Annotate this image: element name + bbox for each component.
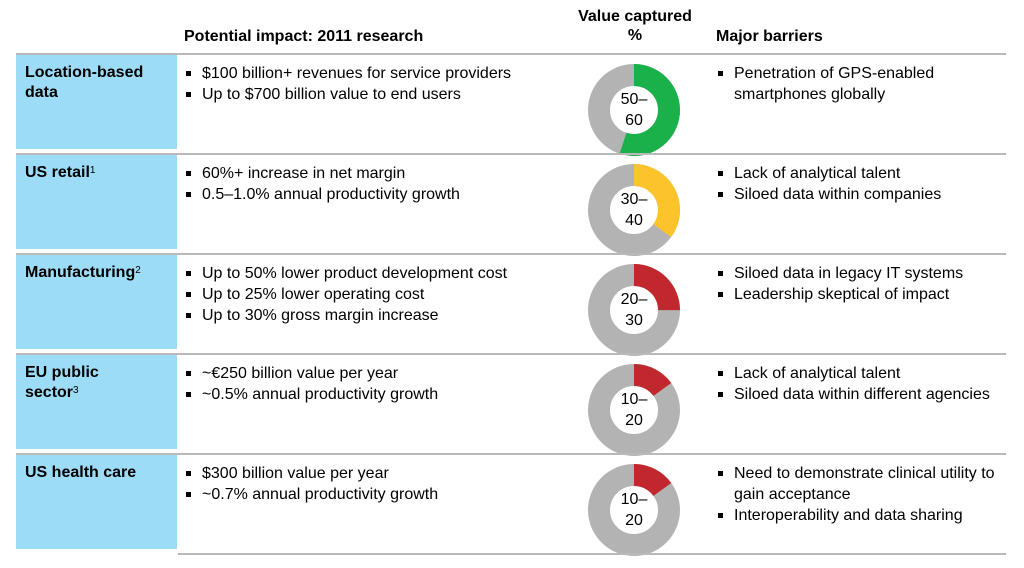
donut-value-label: 10– 20 (588, 489, 680, 531)
value-header-line1: Value captured (578, 8, 692, 25)
impact-item: 0.5–1.0% annual productivity growth (184, 184, 584, 205)
donut-value-segment (588, 464, 680, 556)
value-range-high: 40 (625, 212, 643, 229)
row-label-line1: Manufacturing2 (25, 263, 177, 283)
value-range-high: 60 (625, 112, 643, 129)
row-label-cell: EU public sector3 (16, 355, 177, 449)
table-row: US retail1 60%+ increase in net margin 0.5… (16, 153, 1006, 256)
value-range-low: 10– (620, 491, 648, 508)
row-label-line1: US health care (25, 463, 177, 483)
donut-value-label: 30– 40 (588, 189, 680, 231)
row-label-line1: US retail1 (25, 163, 177, 183)
donut-value-label: 50– 60 (588, 89, 680, 131)
donut-value-label: 10– 20 (588, 389, 680, 431)
value-range-high: 30 (625, 312, 643, 329)
table-row: Location-based data $100 billion+ revenues… (16, 53, 1006, 156)
barrier-item: Lack of analytical talent (716, 163, 1006, 184)
barrier-item: Need to demonstrate clinical utility to … (716, 463, 1006, 505)
value-range-low: 30– (620, 191, 648, 208)
barriers-list: Penetration of GPS-enabled smartphones g… (716, 63, 1006, 105)
row-label-text: Location-based (25, 64, 144, 81)
row-label-text-2: data (25, 84, 58, 101)
barrier-item: Lack of analytical talent (716, 363, 1006, 384)
barriers-list: Lack of analytical talent Siloed data wit… (716, 163, 1006, 205)
impact-item: Up to 25% lower operating cost (184, 284, 584, 305)
value-range-high: 20 (625, 512, 643, 529)
donut-value-segment (588, 164, 680, 256)
row-label-text: US retail (25, 164, 90, 181)
value-donut-chart (588, 164, 680, 256)
impact-item: Up to $700 billion value to end users (184, 84, 584, 105)
row-label-cell: US retail1 (16, 155, 177, 249)
value-range-low: 10– (620, 391, 648, 408)
impact-item: 60%+ increase in net margin (184, 163, 584, 184)
table-row: Manufacturing2 Up to 50% lower product de… (16, 253, 1006, 356)
row-label-cell: Location-based data (16, 55, 177, 149)
donut-value-segment (588, 264, 680, 356)
donut-value-label: 20– 30 (588, 289, 680, 331)
value-donut-chart (588, 64, 680, 156)
barrier-item: Leadership skeptical of impact (716, 284, 1006, 305)
value-range-low: 50– (620, 91, 648, 108)
barriers-list: Siloed data in legacy IT systems Leadersh… (716, 263, 1006, 305)
row-label-line2: data (25, 83, 177, 103)
barrier-item: Siloed data in legacy IT systems (716, 263, 1006, 284)
table-bottom-divider (178, 553, 1006, 555)
footnote-marker: 2 (135, 265, 141, 276)
row-label-text: Manufacturing (25, 264, 136, 281)
impact-item: $100 billion+ revenues for service provi… (184, 63, 584, 84)
impact-list: $100 billion+ revenues for service provi… (184, 63, 584, 105)
row-label-line1: Location-based (25, 63, 177, 83)
row-label-line1: EU public (25, 363, 177, 383)
donut-value-segment (588, 364, 680, 456)
value-donut-chart (588, 264, 680, 356)
barrier-item: Penetration of GPS-enabled smartphones g… (716, 63, 1006, 105)
donut-value-segment (588, 64, 680, 156)
value-captured-column-header: Value captured % (560, 7, 710, 45)
value-donut-chart (588, 364, 680, 456)
value-range-high: 20 (625, 412, 643, 429)
row-label-text: EU public (25, 364, 99, 381)
impact-list: ~€250 billion value per year ~0.5% annual… (184, 363, 584, 405)
value-range-low: 20– (620, 291, 648, 308)
barriers-list: Lack of analytical talent Siloed data wit… (716, 363, 1006, 405)
impact-item: Up to 30% gross margin increase (184, 305, 584, 326)
impact-item: Up to 50% lower product development cost (184, 263, 584, 284)
barrier-item: Siloed data within different agencies (716, 384, 1006, 405)
impact-item: ~€250 billion value per year (184, 363, 584, 384)
table-row: US health care $300 billion value per yea… (16, 453, 1006, 556)
impact-item: ~0.7% annual productivity growth (184, 484, 584, 505)
barriers-list: Need to demonstrate clinical utility to … (716, 463, 1006, 526)
impact-item: ~0.5% annual productivity growth (184, 384, 584, 405)
table-row: EU public sector3 ~€250 billion value per … (16, 353, 1006, 456)
row-label-text: US health care (25, 464, 137, 481)
footnote-marker: 1 (89, 165, 96, 176)
footnote-marker: 3 (73, 385, 79, 396)
value-header-line2: % (627, 27, 643, 44)
value-donut-chart (588, 464, 680, 556)
impact-item: $300 billion value per year (184, 463, 584, 484)
impact-list: 60%+ increase in net margin 0.5–1.0% annu… (184, 163, 584, 205)
row-label-cell: US health care (16, 455, 177, 549)
row-label-cell: Manufacturing2 (16, 255, 177, 349)
barrier-item: Interoperability and data sharing (716, 505, 1006, 526)
barriers-column-header: Major barriers (716, 28, 823, 45)
impact-list: Up to 50% lower product development cost… (184, 263, 584, 326)
impact-column-header: Potential impact: 2011 research (184, 28, 424, 45)
barrier-item: Siloed data within companies (716, 184, 1006, 205)
impact-list: $300 billion value per year ~0.7% annual … (184, 463, 584, 505)
row-label-text-2: sector (25, 384, 74, 401)
row-label-line2: sector3 (25, 383, 177, 403)
